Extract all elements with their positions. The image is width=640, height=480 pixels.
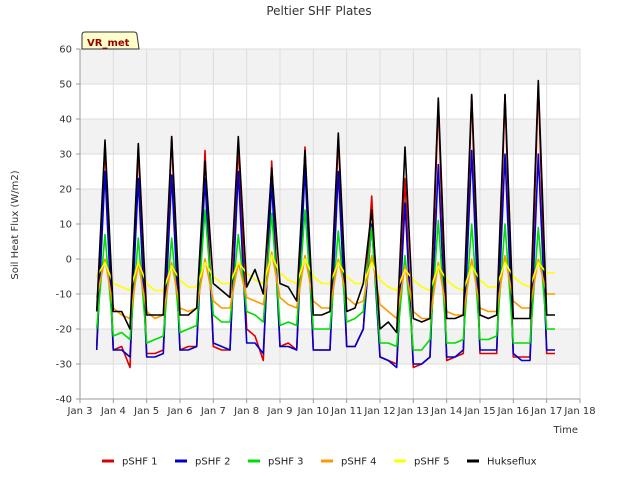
series-pshf-3 — [95, 209, 555, 351]
x-tick-label: Jan 6 — [167, 406, 193, 417]
legend-label: pSHF 4 — [341, 457, 377, 468]
y-tick-label: -30 — [56, 360, 72, 371]
legend-label: pSHF 3 — [268, 457, 304, 468]
y-tick-label: 10 — [59, 220, 72, 231]
plot-band — [80, 189, 580, 224]
x-tick-label: Jan 17 — [530, 406, 562, 417]
series-line — [95, 79, 555, 334]
x-tick-label: Jan 13 — [397, 406, 429, 417]
x-tick-label: Jan 11 — [330, 406, 362, 417]
y-tick-label: -10 — [56, 290, 72, 301]
axes: Jan 3 Jan 4 Jan 5 Jan 6 Jan 7 Jan 8 Jan 9 Jan 1… — [56, 45, 596, 418]
series-hukseflux — [95, 79, 555, 334]
x-tick-label: Jan 9 — [267, 406, 293, 417]
series-layer — [95, 79, 555, 369]
legend-item-pshf-5: pSHF 5 — [394, 457, 450, 468]
x-tick-label: Jan 5 — [133, 406, 159, 417]
y-tick-label: 30 — [59, 150, 72, 161]
x-tick-label: Jan 3 — [67, 406, 93, 417]
legend-label: pSHF 5 — [414, 457, 450, 468]
x-tick-label: Jan 7 — [200, 406, 226, 417]
legend-label: pSHF 1 — [122, 457, 158, 468]
y-axis-title: Soil Heat Flux (W/m2) — [10, 170, 21, 279]
y-tick-label: 20 — [59, 185, 72, 196]
x-tick-label: Jan 14 — [430, 406, 462, 417]
y-tick-label: -20 — [56, 325, 72, 336]
x-tick-label: Jan 15 — [463, 406, 495, 417]
y-tick-label: -40 — [56, 395, 72, 406]
legend: pSHF 1 pSHF 2 pSHF 3 pSHF 4 pSHF 5 Hukseflux — [102, 457, 537, 468]
x-tick-label: Jan 4 — [100, 406, 126, 417]
x-tick-label: Jan 10 — [297, 406, 329, 417]
x-axis-title: Time — [553, 425, 578, 436]
badge-box — [81, 31, 140, 50]
legend-item-pshf-4: pSHF 4 — [321, 457, 377, 468]
y-tick-label: 40 — [59, 115, 72, 126]
vr-met-badge: VR_met — [81, 31, 140, 50]
legend-item-pshf-3: pSHF 3 — [248, 457, 304, 468]
plot-band — [80, 119, 580, 154]
legend-item-hukseflux: Hukseflux — [467, 457, 537, 468]
chart-title: Peltier SHF Plates — [266, 4, 371, 18]
y-tick-label: 60 — [59, 45, 72, 56]
legend-label: Hukseflux — [487, 457, 537, 468]
y-tick-label: 50 — [59, 80, 72, 91]
series-line — [95, 251, 555, 320]
x-tick-label: Jan 8 — [233, 406, 259, 417]
badge-label: VR_met — [87, 38, 130, 49]
plot-band — [80, 49, 580, 84]
series-line — [95, 209, 555, 351]
x-tick-label: Jan 12 — [363, 406, 395, 417]
x-tick-label: Jan 16 — [497, 406, 529, 417]
x-tick-label: Jan 18 — [563, 406, 595, 417]
legend-item-pshf-2: pSHF 2 — [175, 457, 231, 468]
y-tick-label: 0 — [66, 255, 72, 266]
legend-item-pshf-1: pSHF 1 — [102, 457, 158, 468]
series-pshf-4 — [95, 251, 555, 320]
legend-label: pSHF 2 — [195, 457, 231, 468]
